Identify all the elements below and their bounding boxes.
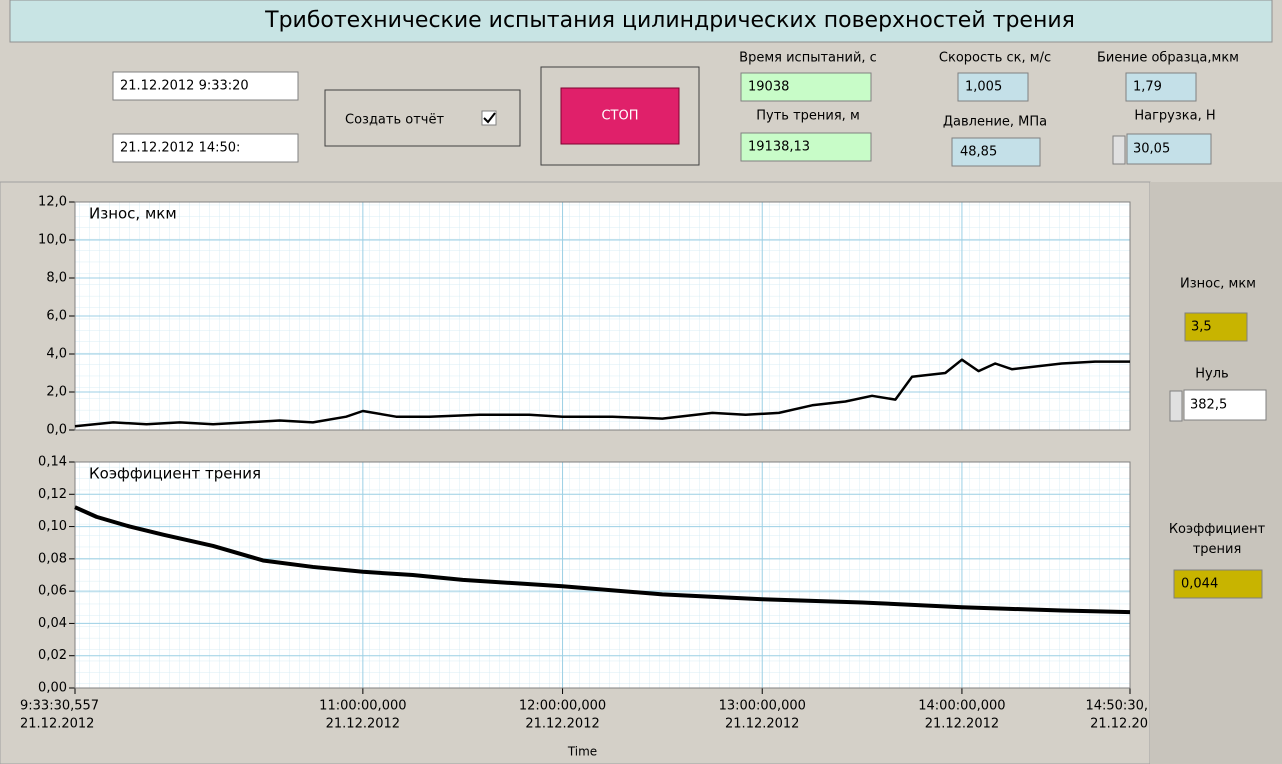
side-zero-value: 382,5 [1190, 398, 1227, 413]
x-tick-date: 21.12.20 [1090, 717, 1148, 732]
plot-frame [74, 201, 1131, 431]
load-spinner[interactable] [1112, 135, 1126, 165]
side-zero-field[interactable] [1183, 389, 1267, 421]
x-tick-label: 14:50:30, [1085, 699, 1148, 714]
y-tick-label: 0,06 [38, 584, 67, 599]
x-tick-label: 12:00:00,000 [519, 699, 606, 714]
chart-title: Коэффициент трения [89, 465, 261, 483]
runout-label: Биение образца,мкм [1097, 51, 1239, 66]
y-tick-label: 0,0 [46, 423, 67, 438]
button-frame [540, 66, 700, 166]
y-tick-label: 2,0 [46, 385, 67, 400]
page-title: Триботехнические испытания цилиндрически… [264, 8, 1075, 33]
y-tick-label: 6,0 [46, 309, 67, 324]
y-tick-label: 0,10 [38, 519, 67, 534]
pressure-field [951, 137, 1041, 167]
check-mark [483, 112, 496, 124]
path-field [740, 132, 872, 162]
plot-frame [74, 461, 1131, 689]
stop-button[interactable] [560, 87, 680, 145]
time-field [740, 72, 872, 102]
y-tick-label: 8,0 [46, 271, 67, 286]
end-time-field[interactable] [112, 133, 299, 163]
path-label: Путь трения, м [756, 109, 860, 124]
y-tick-label: 4,0 [46, 347, 67, 362]
pressure-value: 48,85 [960, 145, 997, 160]
speed-field [957, 72, 1029, 102]
report-checkbox[interactable] [481, 110, 497, 126]
start-time: 21.12.2012 9:33:20 [120, 79, 249, 94]
side-friction-field [1173, 569, 1263, 599]
y-tick-label: 10,0 [38, 233, 67, 248]
x-tick-label: 9:33:30,557 [20, 699, 99, 714]
time-label: Время испытаний, с [739, 51, 877, 66]
x-tick-label: 11:00:00,000 [319, 699, 406, 714]
data-line [74, 358, 1130, 428]
y-tick-label: 0,02 [38, 648, 67, 663]
data-line [74, 505, 1131, 615]
x-tick-date: 21.12.2012 [20, 717, 94, 732]
pressure-label: Давление, МПа [943, 115, 1047, 130]
y-tick-label: 0,04 [38, 616, 67, 631]
x-tick-label: 13:00:00,000 [719, 699, 806, 714]
x-tick-date: 21.12.2012 [525, 717, 599, 732]
speed-label: Скорость ск, м/с [939, 51, 1051, 66]
report-frame [324, 89, 521, 147]
side-panel [1150, 182, 1282, 764]
y-tick-label: 0,00 [38, 681, 67, 696]
x-tick-date: 21.12.2012 [725, 717, 799, 732]
side-wear-value: 3,5 [1191, 320, 1212, 335]
speed-value: 1,005 [965, 80, 1002, 95]
side-friction-label: Коэффициент трения [1168, 522, 1266, 557]
chart-title: Износ, мкм [89, 205, 177, 223]
y-tick-label: 0,08 [38, 551, 67, 566]
zero-spinner[interactable] [1169, 390, 1183, 422]
title-bar [9, 0, 1273, 43]
minor-grid [75, 462, 1130, 688]
end-time: 21.12.2012 14:50: [120, 141, 240, 156]
side-wear-label: Износ, мкм [1180, 277, 1256, 292]
x-axis-label: Time [567, 745, 597, 759]
side-wear-field [1184, 312, 1248, 342]
x-tick-date: 21.12.2012 [326, 717, 400, 732]
y-tick-label: 0,14 [38, 455, 67, 470]
runout-value: 1,79 [1133, 80, 1162, 95]
side-friction-label-box: Коэффициент трения [1168, 522, 1266, 557]
side-friction-value: 0,044 [1181, 577, 1218, 592]
report-label: Создать отчёт [345, 113, 444, 128]
runout-field [1125, 72, 1197, 102]
path-value: 19138,13 [748, 140, 810, 155]
y-tick-label: 0,12 [38, 487, 67, 502]
stop-label: СТОП [601, 109, 638, 124]
side-zero-label: Нуль [1195, 367, 1228, 382]
start-time-field[interactable] [112, 71, 299, 101]
x-tick-label: 14:00:00,000 [918, 699, 1005, 714]
load-field[interactable] [1126, 133, 1212, 165]
load-value: 30,05 [1133, 142, 1170, 157]
x-tick-date: 21.12.2012 [925, 717, 999, 732]
load-label: Нагрузка, Н [1134, 109, 1215, 124]
time-value: 19038 [748, 80, 789, 95]
y-tick-label: 12,0 [38, 195, 67, 210]
